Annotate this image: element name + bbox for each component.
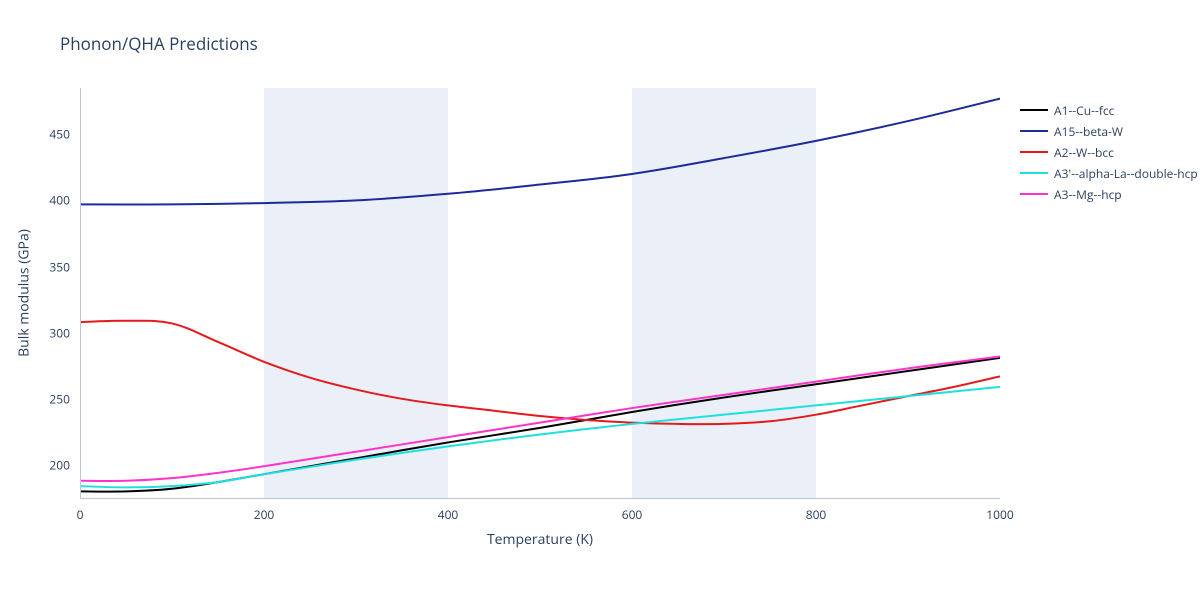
legend-swatch [1020, 193, 1048, 195]
chart-title: Phonon/QHA Predictions [60, 32, 258, 55]
series-A3--Mg--hcp[interactable] [80, 356, 1000, 481]
y-tick-label: 250 [49, 390, 70, 407]
legend-label: A3'--alpha-La--double-hcp [1054, 165, 1198, 182]
x-tick-label: 400 [438, 506, 459, 523]
x-axis-line [80, 498, 1000, 499]
x-tick-label: 600 [622, 506, 643, 523]
legend-item[interactable]: A15--beta-W [1020, 121, 1198, 141]
x-tick-label: 800 [806, 506, 827, 523]
legend-label: A1--Cu--fcc [1054, 102, 1114, 119]
legend-swatch [1020, 109, 1048, 111]
y-tick-label: 450 [49, 126, 70, 143]
x-tick-label: 0 [77, 506, 84, 523]
legend-item[interactable]: A2--W--bcc [1020, 142, 1198, 162]
y-tick-label: 300 [49, 324, 70, 341]
legend-item[interactable]: A3'--alpha-La--double-hcp [1020, 163, 1198, 183]
legend-label: A2--W--bcc [1054, 144, 1114, 161]
legend-item[interactable]: A1--Cu--fcc [1020, 100, 1198, 120]
legend-swatch [1020, 151, 1048, 153]
plot-svg [80, 88, 1000, 498]
x-axis-title: Temperature (K) [487, 530, 593, 549]
series-A1--Cu--fcc[interactable] [80, 358, 1000, 492]
legend: A1--Cu--fcc A15--beta-W A2--W--bcc A3'--alp… [1020, 100, 1198, 205]
plot-area [80, 88, 1000, 498]
x-tick-label: 1000 [986, 506, 1013, 523]
legend-label: A3--Mg--hcp [1054, 186, 1122, 203]
legend-label: A15--beta-W [1054, 123, 1123, 140]
y-tick-label: 200 [49, 456, 70, 473]
series-A2--W--bcc[interactable] [80, 321, 1000, 424]
y-tick-label: 350 [49, 258, 70, 275]
chart-container: Phonon/QHA Predictions 0 200 400 600 800 1000… [0, 0, 1200, 600]
y-axis-line [80, 88, 81, 498]
x-tick-label: 200 [254, 506, 275, 523]
y-tick-label: 400 [49, 192, 70, 209]
legend-swatch [1020, 172, 1048, 174]
y-axis-title: Bulk modulus (GPa) [15, 229, 34, 357]
legend-item[interactable]: A3--Mg--hcp [1020, 184, 1198, 204]
legend-swatch [1020, 130, 1048, 132]
series-A15--beta-W[interactable] [80, 99, 1000, 205]
